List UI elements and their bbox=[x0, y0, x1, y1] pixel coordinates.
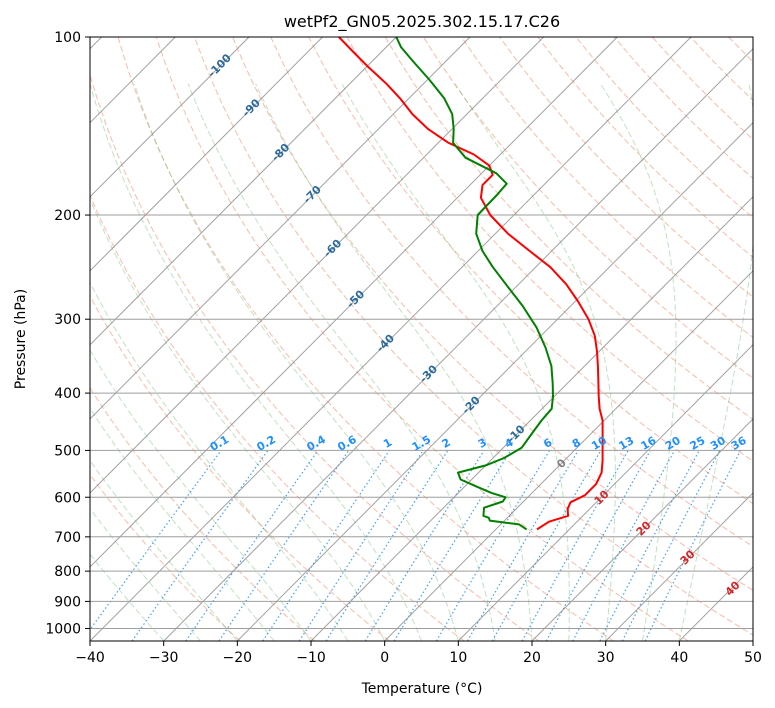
x-axis: −40 −30 −20 −10 0 10 20 30 40 50 bbox=[75, 641, 762, 666]
mixing-ratio-line bbox=[185, 450, 319, 641]
dry-adiabat-line bbox=[346, 37, 753, 462]
x-tick-label: −30 bbox=[149, 650, 179, 666]
mixing-ratio-line bbox=[393, 450, 512, 641]
dry-adiabat-line bbox=[90, 473, 241, 641]
dry-adiabat-line bbox=[308, 37, 753, 505]
mixing-ratio-line bbox=[298, 450, 424, 641]
mixing-ratio-line bbox=[545, 450, 651, 641]
mixing-ratio-line bbox=[325, 450, 449, 641]
moist-adiabat-line bbox=[600, 83, 677, 641]
mixing-ratio-line bbox=[262, 450, 390, 641]
dry-adiabat-line bbox=[270, 37, 753, 548]
y-tick-label: 400 bbox=[54, 386, 81, 402]
x-tick-label: −10 bbox=[296, 650, 326, 666]
isotherm-line bbox=[90, 37, 397, 346]
isotherm-line bbox=[90, 37, 250, 198]
y-tick-label: 300 bbox=[54, 312, 81, 328]
data-lines bbox=[338, 37, 604, 531]
dry-adiabat-line bbox=[461, 37, 753, 339]
isotherm-line bbox=[310, 196, 753, 641]
dry-adiabat-line bbox=[90, 294, 390, 641]
isotherm-line bbox=[90, 37, 618, 568]
moist-adiabat-line bbox=[255, 83, 533, 641]
mixing-ratio-line bbox=[364, 450, 485, 641]
y-tick-label: 100 bbox=[54, 30, 81, 46]
dry-adiabat-line bbox=[422, 37, 753, 379]
x-tick-label: 30 bbox=[597, 650, 615, 666]
y-tick-label: 600 bbox=[54, 490, 81, 506]
x-tick-label: 0 bbox=[380, 650, 389, 666]
dry-adiabat-line bbox=[90, 193, 465, 641]
moist-adiabat-line bbox=[90, 349, 312, 641]
isotherm-line bbox=[384, 270, 753, 641]
mixing-ratio-line bbox=[621, 450, 721, 641]
x-tick-label: 20 bbox=[523, 650, 541, 666]
isotherm-line bbox=[605, 492, 753, 641]
y-axis-label: Pressure (hPa) bbox=[13, 289, 29, 389]
y-tick-label: 900 bbox=[54, 594, 81, 610]
isotherm-line bbox=[457, 344, 753, 641]
background-lines bbox=[90, 37, 753, 641]
dry-adiabat-line bbox=[90, 386, 316, 641]
x-axis-label: Temperature (°C) bbox=[361, 681, 483, 697]
moist-adiabat-line bbox=[341, 83, 570, 641]
mixing-ratio-line bbox=[521, 450, 629, 641]
moist-adiabat-line bbox=[90, 281, 349, 641]
y-tick-label: 700 bbox=[54, 530, 81, 546]
mixing-ratio-line bbox=[218, 450, 350, 641]
isotherm-line bbox=[236, 122, 753, 641]
moist-adiabat-line bbox=[90, 83, 422, 641]
isotherm-line bbox=[90, 37, 471, 420]
isotherm-line bbox=[90, 37, 544, 494]
x-tick-label: 40 bbox=[670, 650, 688, 666]
plot-frame bbox=[89, 36, 754, 642]
y-tick-label: 500 bbox=[54, 443, 81, 459]
y-tick-label: 200 bbox=[54, 208, 81, 224]
moist-adiabat-line bbox=[454, 83, 616, 641]
moist-adiabat-line bbox=[90, 507, 201, 641]
x-tick-label: −40 bbox=[75, 650, 105, 666]
dry-adiabat-line bbox=[232, 37, 753, 591]
y-axis: 100 200 300 400 500 600 700 800 900 1000 bbox=[45, 30, 90, 637]
isotherm-line bbox=[531, 418, 753, 641]
dry-adiabat-line bbox=[90, 72, 540, 641]
moist-adiabat-line bbox=[678, 83, 753, 641]
mixing-ratio-line bbox=[572, 450, 676, 641]
y-tick-label: 800 bbox=[54, 564, 81, 580]
dewpoint-profile-line bbox=[395, 37, 554, 531]
x-tick-label: −20 bbox=[223, 650, 253, 666]
moist-adiabat-line bbox=[133, 83, 459, 641]
isotherm-line bbox=[90, 37, 692, 641]
moist-adiabat-line bbox=[90, 553, 165, 641]
x-tick-label: 10 bbox=[449, 650, 467, 666]
mixing-ratio-line bbox=[644, 450, 742, 641]
chart-title: wetPf2_GN05.2025.302.15.17.C26 bbox=[284, 12, 560, 32]
y-tick-label: 1000 bbox=[45, 621, 81, 637]
x-tick-label: 50 bbox=[744, 650, 762, 666]
temperature-profile-line bbox=[338, 37, 604, 531]
isotherm-line bbox=[90, 37, 323, 272]
dry-adiabat-line bbox=[117, 37, 614, 641]
isotherm-line bbox=[163, 47, 753, 641]
mixing-ratio-line bbox=[90, 450, 222, 631]
moist-adiabat-line bbox=[187, 83, 496, 641]
